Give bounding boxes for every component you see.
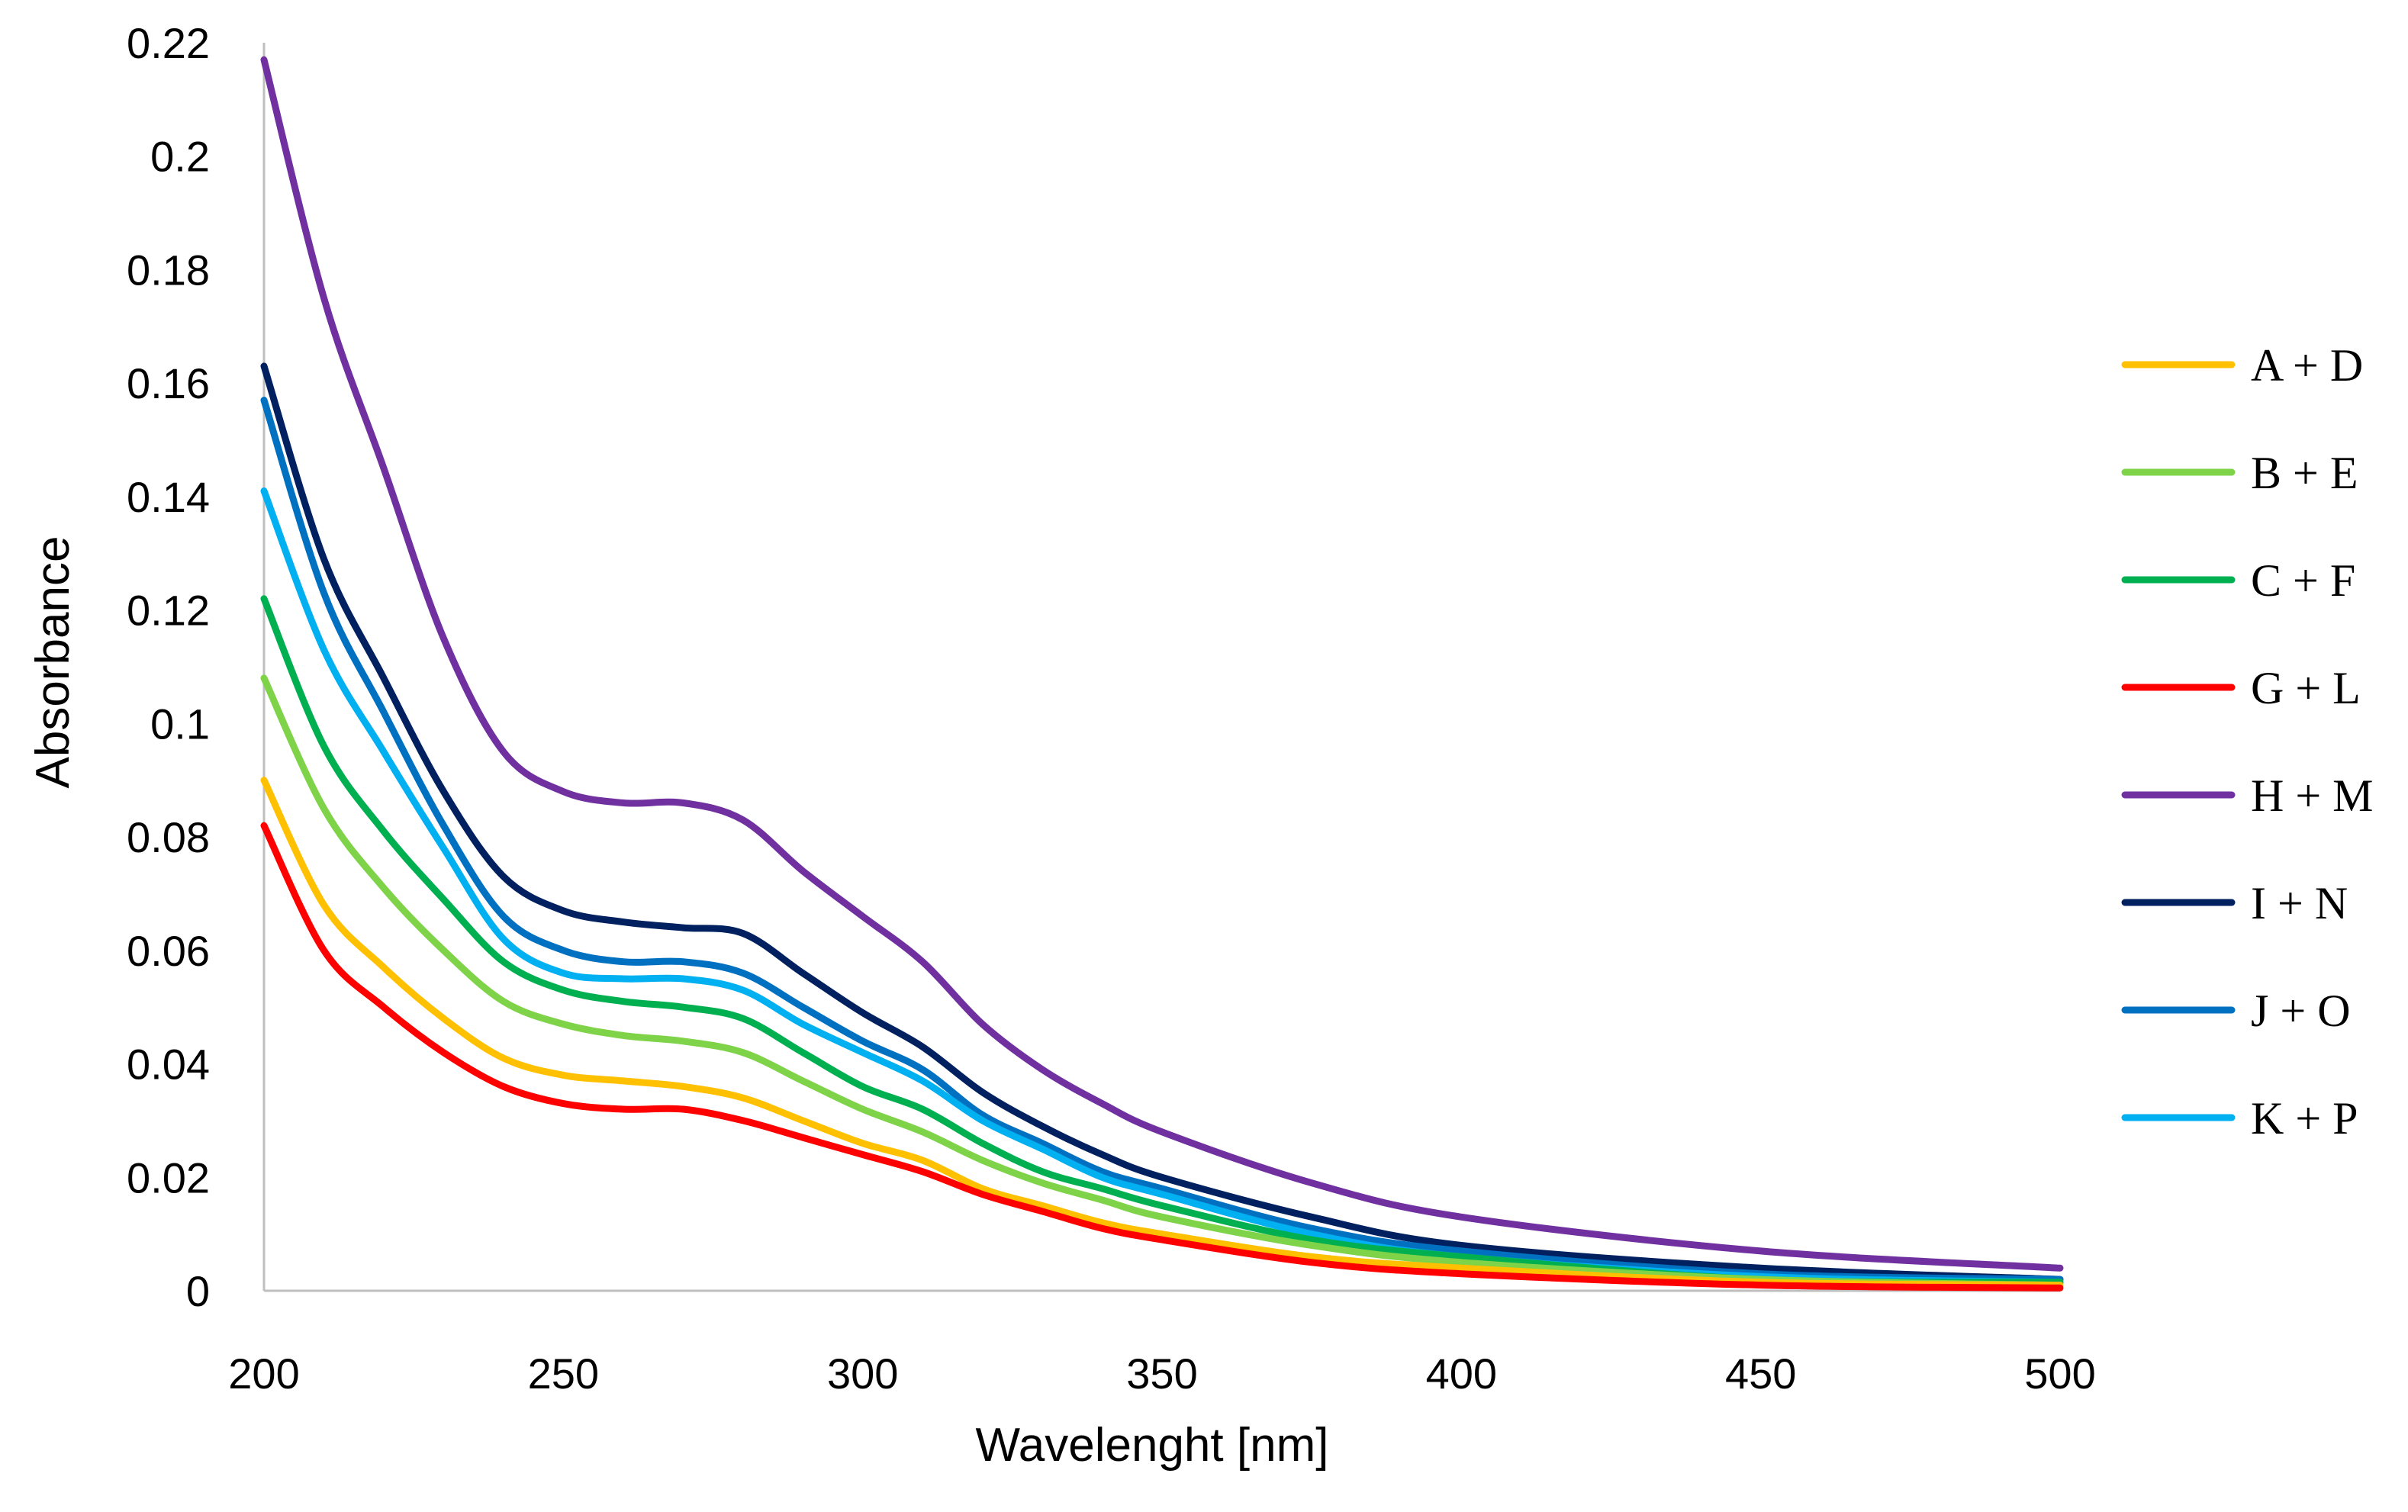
series-line-k-p bbox=[260, 487, 2064, 1286]
y-tick-label: 0.14 bbox=[127, 473, 210, 521]
x-axis-title: Wavelenght [nm] bbox=[976, 1419, 1329, 1472]
y-tick-label: 0.12 bbox=[127, 587, 210, 635]
series-line-c-f bbox=[260, 595, 2064, 1286]
series-line-g-l bbox=[260, 822, 2064, 1292]
series-line-b-e bbox=[260, 674, 2064, 1289]
y-tick-labels: 0 0.02 0.04 0.06 0.08 0.1 0.12 0.14 0.16 0.18 0.2 0… bbox=[127, 19, 210, 1315]
y-tick-label: 0 bbox=[186, 1267, 210, 1315]
x-tick-label: 250 bbox=[528, 1350, 599, 1398]
x-tick-label: 200 bbox=[228, 1350, 299, 1398]
y-tick-label: 0.16 bbox=[127, 359, 210, 407]
series-lines bbox=[260, 56, 2064, 1292]
x-tick-label: 450 bbox=[1725, 1350, 1796, 1398]
x-tick-label: 400 bbox=[1426, 1350, 1497, 1398]
legend-label-h-m: H + M bbox=[2251, 770, 2374, 821]
legend-label-j-o: J + O bbox=[2251, 986, 2351, 1036]
legend-label-c-f: C + F bbox=[2251, 555, 2355, 606]
series-line-h-m bbox=[260, 56, 2064, 1272]
series-line-i-n bbox=[260, 362, 2064, 1283]
legend-label-a-d: A + D bbox=[2251, 340, 2363, 391]
legend-label-i-n: I + N bbox=[2251, 878, 2348, 928]
series-line-a-d bbox=[260, 777, 2064, 1289]
legend-label-g-l: G + L bbox=[2251, 663, 2361, 713]
axes bbox=[262, 43, 2060, 1292]
y-tick-label: 0.1 bbox=[150, 700, 210, 748]
legend-label-k-p: K + P bbox=[2251, 1093, 2358, 1144]
y-tick-label: 0.06 bbox=[127, 927, 210, 975]
y-tick-label: 0.08 bbox=[127, 813, 210, 861]
x-tick-labels: 200 250 300 350 400 450 500 bbox=[228, 1350, 2095, 1398]
y-tick-label: 0.18 bbox=[127, 246, 210, 294]
x-tick-label: 500 bbox=[2024, 1350, 2095, 1398]
legend: A + D B + E C + F G + L H + M I + N J + O K + P bbox=[2121, 340, 2374, 1144]
x-tick-label: 300 bbox=[827, 1350, 898, 1398]
y-axis-title: Absorbance bbox=[27, 536, 79, 789]
y-tick-label: 0.2 bbox=[150, 133, 210, 181]
x-tick-label: 350 bbox=[1126, 1350, 1197, 1398]
y-tick-label: 0.04 bbox=[127, 1041, 210, 1089]
y-tick-label: 0.22 bbox=[127, 19, 210, 67]
series-line-j-o bbox=[260, 397, 2064, 1283]
legend-label-b-e: B + E bbox=[2251, 448, 2358, 498]
y-tick-label: 0.02 bbox=[127, 1153, 210, 1202]
